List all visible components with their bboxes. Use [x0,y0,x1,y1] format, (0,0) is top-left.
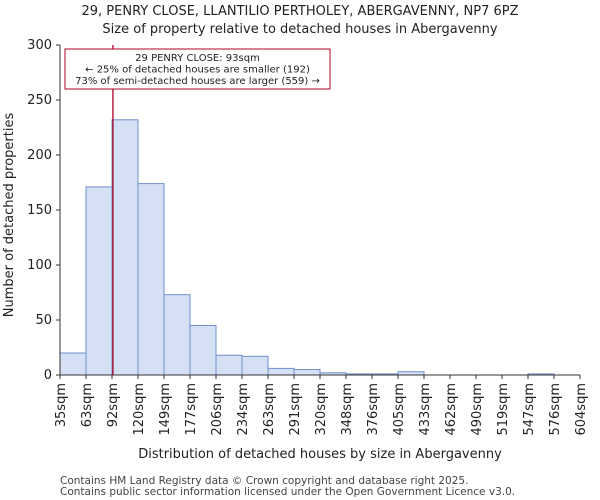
annotation-box [64,48,331,90]
y-tick-label: 300 [27,38,52,53]
histogram-bar-263sqm [267,367,295,376]
histogram-bar-35sqm [59,352,87,376]
y-tick-label: 150 [27,203,52,218]
y-tick-label: 250 [27,93,52,108]
y-tick-label: 100 [27,258,52,273]
y-tick-label: 50 [35,313,52,328]
annotation-line-2: ← 25% of detached houses are smaller (19… [85,65,310,76]
y-axis-label: Number of detached properties [2,113,17,318]
x-tick-label-604sqm: 604sqm [574,383,589,436]
x-tick-label-405sqm: 405sqm [392,383,407,436]
x-tick-label-519sqm: 519sqm [496,383,511,436]
histogram-bar-149sqm [163,294,191,376]
histogram-bar-206sqm [215,354,243,376]
x-tick-label-206sqm: 206sqm [210,383,225,436]
footer-licence: Contains public sector information licen… [60,486,516,498]
histogram-bar-234sqm [241,355,269,376]
histogram-bar-291sqm [293,369,321,376]
x-tick-label-63sqm: 63sqm [80,383,95,427]
x-tick-label-376sqm: 376sqm [366,383,381,436]
x-tick-label-234sqm: 234sqm [236,383,251,436]
x-tick-label-433sqm: 433sqm [418,383,433,436]
x-tick-label-576sqm: 576sqm [548,383,563,436]
histogram-bar-177sqm [189,325,217,376]
x-axis-label: Distribution of detached houses by size … [138,447,502,462]
histogram-bar-120sqm [137,183,165,376]
x-tick-label-490sqm: 490sqm [470,383,485,436]
x-tick-label-348sqm: 348sqm [340,383,355,436]
footer-copyright: Contains HM Land Registry data © Crown c… [60,475,469,487]
annotation-line-3: 73% of semi-detached houses are larger (… [75,76,320,87]
x-tick-label-177sqm: 177sqm [184,383,199,436]
y-tick-label: 200 [27,148,52,163]
x-tick-label-35sqm: 35sqm [54,383,69,427]
x-tick-label-462sqm: 462sqm [444,383,459,436]
x-tick-label-149sqm: 149sqm [158,383,173,436]
x-tick-label-92sqm: 92sqm [106,383,121,427]
x-tick-label-291sqm: 291sqm [288,383,303,436]
x-tick-label-320sqm: 320sqm [314,383,329,436]
annotation-line-1: 29 PENRY CLOSE: 93sqm [135,53,260,64]
y-tick-label: 0 [44,368,52,383]
x-tick-label-547sqm: 547sqm [522,383,537,436]
x-tick-label-263sqm: 263sqm [262,383,277,436]
chart-subtitle: Size of property relative to detached ho… [102,22,498,37]
x-tick-label-120sqm: 120sqm [132,383,147,436]
histogram-bar-92sqm [111,119,139,376]
histogram-chart: 0 50 100 150 200 250 300 35sqm 63sqm 92sqm 120sqm 1… [2,38,589,462]
chart-title-address: 29, PENRY CLOSE, LLANTILIO PERTHOLEY, AB… [81,4,519,19]
histogram-bar-63sqm [85,186,113,376]
